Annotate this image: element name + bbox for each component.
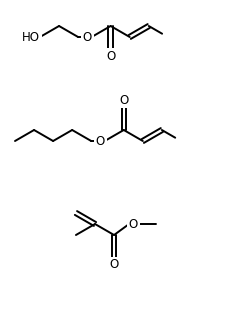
Text: O: O <box>119 94 128 107</box>
Text: O: O <box>82 31 92 44</box>
Text: O: O <box>96 134 105 147</box>
Text: O: O <box>128 218 138 231</box>
Text: O: O <box>110 259 119 272</box>
Text: O: O <box>106 49 115 62</box>
Text: HO: HO <box>22 31 40 44</box>
